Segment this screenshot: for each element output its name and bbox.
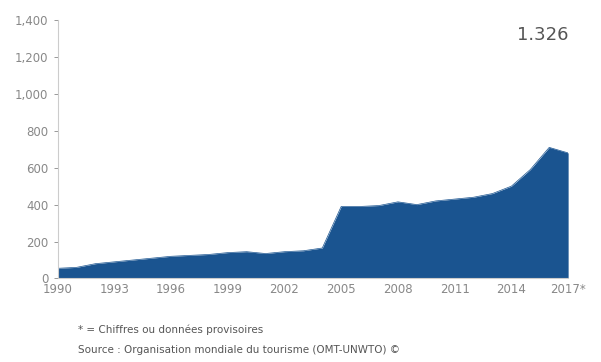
Text: Source : Organisation mondiale du tourisme (OMT-UNWTO) ©: Source : Organisation mondiale du touris… (78, 345, 400, 355)
Text: * = Chiffres ou données provisoires: * = Chiffres ou données provisoires (78, 324, 263, 335)
Text: 1.326: 1.326 (517, 26, 568, 43)
